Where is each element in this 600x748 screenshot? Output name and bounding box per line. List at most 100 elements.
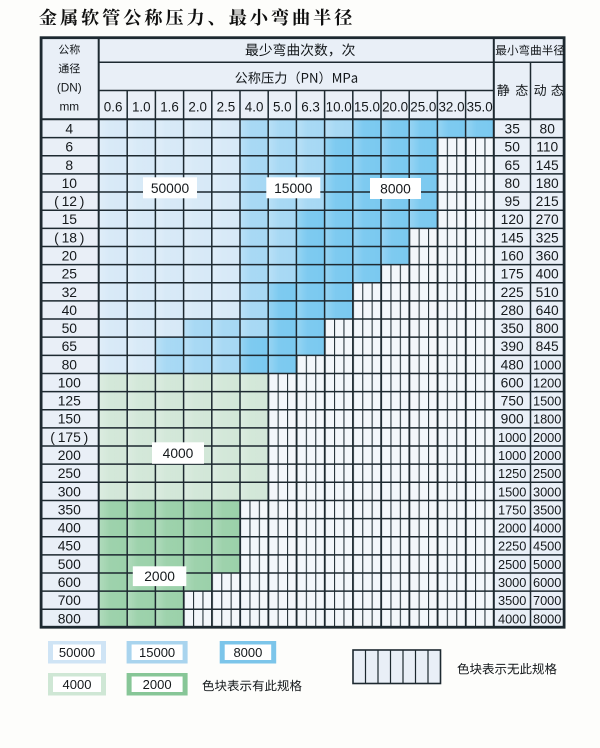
svg-text:350: 350 bbox=[501, 321, 524, 336]
svg-text:4500: 4500 bbox=[533, 539, 561, 554]
svg-text:50: 50 bbox=[62, 320, 78, 336]
svg-text:6: 6 bbox=[65, 139, 73, 155]
svg-text:390: 390 bbox=[501, 339, 524, 354]
svg-text:640: 640 bbox=[536, 303, 559, 318]
svg-text:160: 160 bbox=[501, 249, 524, 264]
svg-text:800: 800 bbox=[536, 321, 559, 336]
svg-text:15000: 15000 bbox=[274, 181, 313, 196]
svg-text:8: 8 bbox=[65, 157, 73, 173]
svg-text:25.0: 25.0 bbox=[410, 99, 436, 114]
svg-text:180: 180 bbox=[536, 176, 559, 191]
svg-text:4000: 4000 bbox=[163, 446, 194, 461]
svg-text:1000: 1000 bbox=[498, 430, 526, 445]
svg-text:200: 200 bbox=[58, 447, 81, 463]
svg-text:6000: 6000 bbox=[533, 575, 561, 590]
svg-text:280: 280 bbox=[501, 303, 524, 318]
svg-text:3000: 3000 bbox=[533, 484, 561, 499]
svg-text:15: 15 bbox=[62, 211, 78, 227]
svg-text:120: 120 bbox=[501, 212, 524, 227]
svg-text:80: 80 bbox=[505, 176, 521, 191]
svg-text:80: 80 bbox=[540, 122, 556, 137]
svg-text:20.0: 20.0 bbox=[382, 99, 408, 114]
svg-text:65: 65 bbox=[62, 338, 78, 354]
svg-text:65: 65 bbox=[505, 158, 521, 173]
svg-text:4000: 4000 bbox=[63, 677, 92, 692]
svg-text:350: 350 bbox=[58, 501, 81, 517]
svg-text:1.0: 1.0 bbox=[132, 99, 151, 114]
svg-text:1000: 1000 bbox=[533, 357, 561, 372]
svg-text:480: 480 bbox=[501, 357, 524, 372]
svg-text:270: 270 bbox=[536, 212, 559, 227]
svg-text:400: 400 bbox=[536, 267, 559, 282]
svg-text:750: 750 bbox=[501, 394, 524, 409]
svg-text:8000: 8000 bbox=[380, 182, 411, 197]
svg-text:600: 600 bbox=[501, 376, 524, 391]
svg-text:700: 700 bbox=[58, 592, 81, 608]
svg-text:2000: 2000 bbox=[498, 521, 526, 536]
svg-text:1.6: 1.6 bbox=[160, 99, 179, 114]
svg-text:110: 110 bbox=[536, 140, 558, 155]
svg-text:32.0: 32.0 bbox=[438, 99, 464, 114]
svg-text:2500: 2500 bbox=[533, 466, 561, 481]
svg-text:35.0: 35.0 bbox=[467, 99, 493, 114]
svg-text:2000: 2000 bbox=[143, 677, 172, 692]
svg-text:2500: 2500 bbox=[498, 557, 526, 572]
svg-text:8000: 8000 bbox=[233, 645, 262, 660]
svg-text:1200: 1200 bbox=[533, 376, 561, 391]
svg-text:250: 250 bbox=[58, 465, 81, 481]
svg-text:25: 25 bbox=[62, 266, 78, 282]
svg-text:6.3: 6.3 bbox=[301, 99, 320, 114]
svg-text:325: 325 bbox=[536, 230, 559, 245]
svg-text:900: 900 bbox=[501, 412, 524, 427]
svg-text:150: 150 bbox=[58, 411, 81, 427]
svg-text:50000: 50000 bbox=[151, 181, 190, 196]
svg-text:2.0: 2.0 bbox=[188, 99, 207, 114]
svg-text:145: 145 bbox=[501, 230, 524, 245]
svg-text:( 12 ): ( 12 ) bbox=[54, 193, 84, 209]
svg-text:7000: 7000 bbox=[533, 593, 561, 608]
svg-text:4.0: 4.0 bbox=[245, 99, 264, 114]
svg-text:80: 80 bbox=[62, 356, 78, 372]
svg-text:2000: 2000 bbox=[533, 448, 561, 463]
svg-text:( 18 ): ( 18 ) bbox=[54, 229, 84, 245]
svg-text:( 175 ): ( 175 ) bbox=[50, 429, 88, 445]
svg-text:2.5: 2.5 bbox=[217, 99, 236, 114]
svg-text:15.0: 15.0 bbox=[354, 99, 380, 114]
svg-text:100: 100 bbox=[58, 375, 81, 391]
svg-text:50000: 50000 bbox=[59, 645, 95, 660]
svg-text:800: 800 bbox=[58, 610, 81, 626]
svg-text:400: 400 bbox=[58, 520, 81, 536]
svg-text:1800: 1800 bbox=[533, 412, 561, 427]
svg-text:20: 20 bbox=[62, 248, 78, 264]
svg-text:4000: 4000 bbox=[498, 611, 526, 626]
svg-text:845: 845 bbox=[536, 339, 559, 354]
svg-text:225: 225 bbox=[501, 285, 524, 300]
svg-text:35: 35 bbox=[505, 122, 521, 137]
svg-text:8000: 8000 bbox=[533, 611, 561, 626]
svg-text:10.0: 10.0 bbox=[326, 99, 352, 114]
svg-text:3000: 3000 bbox=[498, 575, 526, 590]
svg-text:125: 125 bbox=[58, 393, 81, 409]
svg-text:300: 300 bbox=[58, 483, 81, 499]
svg-text:5.0: 5.0 bbox=[273, 99, 292, 114]
svg-text:1250: 1250 bbox=[498, 466, 526, 481]
svg-text:215: 215 bbox=[536, 194, 559, 209]
svg-text:3500: 3500 bbox=[498, 593, 526, 608]
svg-text:4: 4 bbox=[65, 121, 73, 137]
svg-text:50: 50 bbox=[505, 140, 521, 155]
svg-text:1000: 1000 bbox=[498, 448, 526, 463]
svg-text:(DN): (DN) bbox=[57, 81, 82, 95]
svg-text:95: 95 bbox=[505, 194, 521, 209]
svg-text:3500: 3500 bbox=[533, 502, 561, 517]
svg-text:2000: 2000 bbox=[144, 569, 175, 584]
svg-text:0.6: 0.6 bbox=[104, 99, 123, 114]
svg-text:450: 450 bbox=[58, 538, 81, 554]
svg-text:1500: 1500 bbox=[533, 394, 561, 409]
svg-text:2250: 2250 bbox=[498, 539, 526, 554]
svg-text:10: 10 bbox=[62, 175, 78, 191]
svg-text:500: 500 bbox=[58, 556, 81, 572]
svg-text:32: 32 bbox=[62, 284, 78, 300]
svg-text:2000: 2000 bbox=[533, 430, 561, 445]
svg-text:360: 360 bbox=[536, 249, 559, 264]
svg-text:1750: 1750 bbox=[498, 502, 526, 517]
